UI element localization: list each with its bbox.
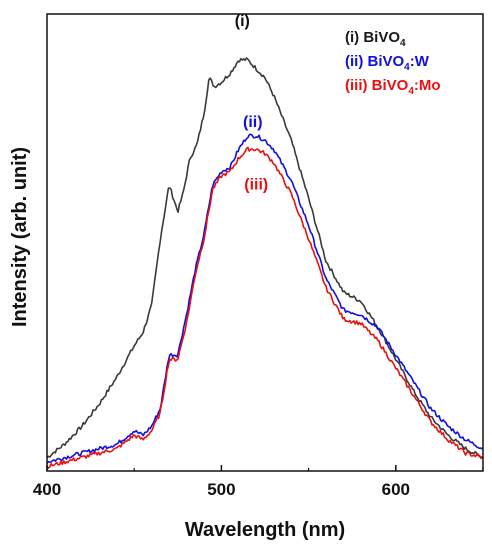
legend-entry-3: (iii) BiVO4:Mo (345, 77, 441, 97)
series-line-1 (46, 57, 483, 460)
x-axis-ticks: 400 500 600 (33, 465, 484, 499)
legend-entry-1: (i) BiVO4 (345, 29, 406, 49)
x-axis-title: Wavelength (nm) (185, 519, 345, 541)
series-labels: (i) (ii) (iii) (235, 13, 269, 193)
series-line-2 (46, 133, 483, 464)
series-line-3 (46, 146, 483, 469)
series-label-1: (i) (235, 13, 250, 30)
x-tick-label: 600 (382, 480, 410, 499)
plot-frame (46, 13, 484, 472)
series-label-2: (ii) (243, 114, 263, 131)
legend-entry-2: (ii) BiVO4:W (345, 53, 430, 73)
y-axis-title: Intensity (arb. unit) (9, 147, 31, 327)
series-label-3: (iii) (244, 176, 268, 193)
x-tick-label: 400 (33, 480, 61, 499)
legend: (i) BiVO4 (ii) BiVO4:W (iii) BiVO4:Mo (345, 29, 441, 97)
x-tick-label: 500 (207, 480, 235, 499)
plot-lines (46, 57, 483, 469)
